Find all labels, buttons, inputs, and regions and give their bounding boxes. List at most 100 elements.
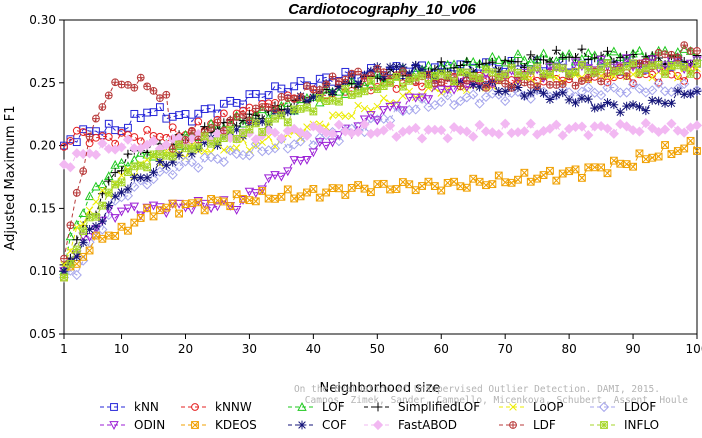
data-point (373, 64, 382, 73)
data-point (341, 191, 350, 199)
data-point (66, 221, 75, 230)
data-point (85, 132, 94, 141)
data-point (283, 94, 292, 102)
data-point (647, 85, 658, 96)
data-point (315, 193, 324, 202)
data-point (410, 93, 421, 103)
data-point (494, 55, 504, 64)
data-point (162, 90, 171, 99)
data-point (232, 113, 241, 121)
data-point (424, 70, 433, 79)
data-point (244, 150, 255, 161)
data-point (680, 62, 689, 71)
data-point (666, 86, 677, 97)
data-point (219, 197, 228, 206)
data-point (399, 92, 407, 100)
data-point (79, 167, 88, 176)
legend-label: LOF (322, 400, 345, 414)
data-point (654, 96, 664, 106)
data-point (156, 103, 164, 112)
series-ldf (60, 41, 701, 263)
data-point (661, 70, 669, 78)
data-point (482, 65, 490, 74)
data-point (84, 191, 95, 201)
data-point (520, 168, 529, 177)
data-point (654, 48, 663, 57)
data-point (660, 98, 670, 108)
data-point (264, 91, 273, 99)
series-inflo (60, 59, 701, 282)
data-point (691, 120, 702, 131)
data-point (526, 88, 536, 98)
data-point (533, 63, 542, 72)
data-point (142, 173, 152, 183)
data-point (213, 118, 222, 127)
data-point (634, 45, 645, 55)
data-point (226, 202, 235, 211)
legend-item-fastabod: FastABOD (364, 418, 457, 432)
data-point (641, 155, 650, 164)
data-point (673, 72, 682, 80)
data-point (385, 62, 395, 72)
data-point (659, 86, 671, 97)
data-point (674, 74, 682, 82)
data-point (309, 185, 318, 193)
data-point (309, 85, 318, 94)
data-point (117, 222, 126, 231)
data-point (595, 121, 607, 132)
data-point (493, 129, 504, 140)
data-point (552, 176, 561, 185)
legend-marker (297, 402, 307, 411)
data-point (525, 118, 536, 129)
data-point (545, 63, 555, 73)
data-point (367, 76, 375, 85)
data-point (493, 89, 504, 100)
data-point (117, 178, 126, 187)
data-point (468, 56, 478, 66)
data-point (627, 79, 639, 90)
data-point (552, 81, 561, 89)
data-point (482, 181, 490, 190)
data-point (327, 128, 338, 140)
data-point (341, 84, 350, 93)
data-point (148, 135, 159, 146)
data-point (436, 125, 447, 136)
data-point (597, 72, 605, 80)
data-point (629, 162, 637, 171)
data-point (335, 77, 343, 86)
data-point (391, 131, 402, 142)
data-point (514, 68, 522, 77)
data-point (354, 67, 363, 76)
series-fastabod (58, 117, 702, 173)
legend-label: SimplifiedLOF (398, 400, 480, 414)
data-point (366, 111, 376, 120)
data-point (231, 148, 242, 159)
x-tick-label: 50 (370, 342, 385, 356)
data-point (590, 68, 599, 77)
data-point (73, 223, 81, 232)
data-point (519, 91, 529, 101)
data-point (66, 136, 75, 145)
data-point (693, 59, 701, 68)
data-point (218, 156, 229, 168)
data-point (673, 147, 682, 155)
data-point (309, 107, 318, 116)
data-point (462, 68, 471, 77)
data-point (92, 212, 100, 221)
x-tick-label: 90 (625, 342, 640, 356)
data-point (303, 123, 311, 131)
data-point (239, 129, 247, 137)
data-point (450, 77, 458, 86)
data-point (245, 146, 254, 154)
data-point (226, 145, 234, 153)
data-point (603, 59, 612, 68)
data-point (501, 79, 510, 88)
data-point (693, 47, 701, 55)
data-point (558, 88, 568, 98)
data-point (85, 213, 94, 222)
data-point (276, 133, 287, 144)
data-point (475, 59, 485, 69)
data-point (488, 68, 497, 77)
data-point (391, 101, 402, 112)
data-point (104, 188, 113, 197)
